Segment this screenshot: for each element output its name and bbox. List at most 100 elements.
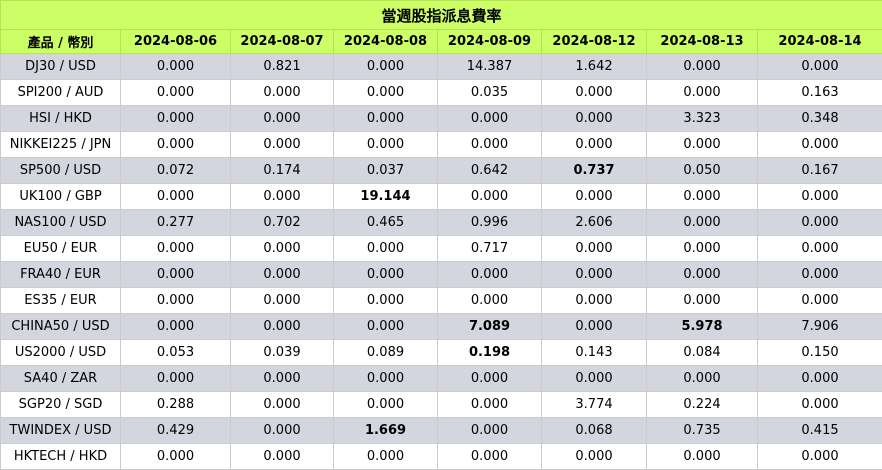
rate-cell: 0.000 — [647, 444, 758, 470]
rate-cell: 0.000 — [758, 262, 882, 288]
rate-cell: 0.000 — [438, 288, 542, 314]
rate-cell: 0.821 — [231, 54, 334, 80]
rate-cell: 0.288 — [121, 392, 231, 418]
rate-cell: 0.000 — [542, 184, 647, 210]
rate-cell: 0.000 — [647, 236, 758, 262]
rate-cell: 0.737 — [542, 158, 647, 184]
table-title-row: 當週股指派息費率 — [1, 1, 882, 30]
rate-cell: 0.465 — [334, 210, 438, 236]
rate-cell: 0.198 — [438, 340, 542, 366]
rate-cell: 0.000 — [758, 366, 882, 392]
rate-cell: 0.000 — [758, 184, 882, 210]
rate-cell: 0.000 — [758, 210, 882, 236]
rate-cell: 0.000 — [438, 418, 542, 444]
header-date: 2024-08-08 — [334, 30, 438, 54]
rate-cell: 0.035 — [438, 80, 542, 106]
rate-cell: 0.000 — [647, 288, 758, 314]
rate-cell: 0.415 — [758, 418, 882, 444]
rate-cell: 0.000 — [231, 132, 334, 158]
rate-cell: 0.000 — [231, 314, 334, 340]
rate-cell: 0.000 — [334, 106, 438, 132]
rate-cell: 0.000 — [121, 366, 231, 392]
rate-cell: 0.000 — [647, 54, 758, 80]
rate-cell: 0.000 — [334, 132, 438, 158]
rate-cell: 0.000 — [334, 366, 438, 392]
rate-cell: 7.906 — [758, 314, 882, 340]
rate-cell: 0.000 — [542, 132, 647, 158]
rate-cell: 0.000 — [334, 80, 438, 106]
rate-cell: 0.000 — [647, 210, 758, 236]
rate-cell: 0.000 — [231, 80, 334, 106]
rate-cell: 2.606 — [542, 210, 647, 236]
rate-cell: 0.174 — [231, 158, 334, 184]
rate-cell: 19.144 — [334, 184, 438, 210]
rate-cell: 0.000 — [121, 314, 231, 340]
rate-cell: 0.642 — [438, 158, 542, 184]
rate-cell: 0.000 — [121, 236, 231, 262]
rate-cell: 0.000 — [758, 236, 882, 262]
rate-cell: 0.277 — [121, 210, 231, 236]
product-cell: EU50 / EUR — [1, 236, 121, 262]
rate-cell: 3.323 — [647, 106, 758, 132]
rate-cell: 0.000 — [758, 132, 882, 158]
rate-cell: 0.000 — [231, 288, 334, 314]
rate-cell: 14.387 — [438, 54, 542, 80]
rate-cell: 0.224 — [647, 392, 758, 418]
header-date: 2024-08-14 — [758, 30, 882, 54]
rate-cell: 0.000 — [231, 366, 334, 392]
header-date: 2024-08-13 — [647, 30, 758, 54]
rate-cell: 0.000 — [231, 106, 334, 132]
header-date: 2024-08-06 — [121, 30, 231, 54]
rate-cell: 7.089 — [438, 314, 542, 340]
rate-cell: 5.978 — [647, 314, 758, 340]
rate-cell: 0.000 — [542, 366, 647, 392]
product-cell: NAS100 / USD — [1, 210, 121, 236]
rate-cell: 0.000 — [231, 184, 334, 210]
rate-cell: 0.068 — [542, 418, 647, 444]
rate-cell: 0.000 — [231, 236, 334, 262]
rate-cell: 0.000 — [121, 132, 231, 158]
rate-cell: 0.037 — [334, 158, 438, 184]
product-cell: FRA40 / EUR — [1, 262, 121, 288]
product-cell: SA40 / ZAR — [1, 366, 121, 392]
rate-cell: 0.000 — [438, 106, 542, 132]
rate-cell: 0.000 — [334, 392, 438, 418]
rate-cell: 0.000 — [334, 54, 438, 80]
product-cell: HKTECH / HKD — [1, 444, 121, 470]
rate-cell: 0.000 — [231, 444, 334, 470]
rate-cell: 0.000 — [647, 262, 758, 288]
rate-cell: 0.000 — [542, 262, 647, 288]
product-cell: ES35 / EUR — [1, 288, 121, 314]
rate-cell: 0.000 — [542, 106, 647, 132]
rate-cell: 0.050 — [647, 158, 758, 184]
rate-cell: 0.000 — [121, 262, 231, 288]
rate-cell: 0.150 — [758, 340, 882, 366]
rate-cell: 0.039 — [231, 340, 334, 366]
rate-cell: 0.000 — [758, 288, 882, 314]
rate-cell: 0.000 — [438, 184, 542, 210]
header-product: 產品 / 幣別 — [1, 30, 121, 54]
product-cell: UK100 / GBP — [1, 184, 121, 210]
rate-cell: 0.000 — [231, 392, 334, 418]
table-title: 當週股指派息費率 — [1, 1, 882, 30]
rate-cell: 0.000 — [121, 184, 231, 210]
rate-cell: 0.089 — [334, 340, 438, 366]
rate-cell: 0.000 — [542, 444, 647, 470]
product-cell: US2000 / USD — [1, 340, 121, 366]
rate-cell: 1.669 — [334, 418, 438, 444]
rate-cell: 0.053 — [121, 340, 231, 366]
rate-cell: 0.000 — [121, 106, 231, 132]
product-cell: HSI / HKD — [1, 106, 121, 132]
rate-cell: 0.143 — [542, 340, 647, 366]
rate-cell: 0.000 — [542, 314, 647, 340]
